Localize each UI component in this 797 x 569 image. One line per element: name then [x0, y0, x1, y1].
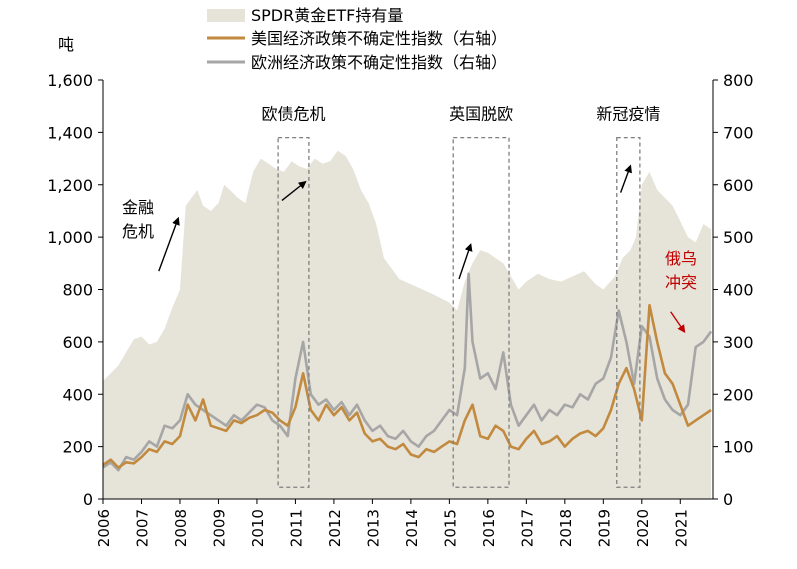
- left-tick-label: 1,600: [47, 71, 93, 90]
- x-tick-label: 2016: [480, 509, 498, 547]
- right-tick-label: 0: [723, 490, 733, 509]
- axes-layer: 0 200 400 600 800 1,000 1,200 1,400 1,600 吨 0 100 20…: [47, 35, 753, 547]
- legend-label: 美国经济政策不确定性指数（右轴）: [251, 29, 507, 48]
- event-label: 新冠疫情: [596, 105, 660, 124]
- legend-swatch-area: [207, 9, 245, 22]
- annotation-arrow: [619, 164, 632, 193]
- left-tick-label: 400: [62, 385, 93, 404]
- right-tick-label: 300: [723, 333, 754, 352]
- annotation-russia-ukraine: 俄乌: [665, 249, 697, 268]
- annotation-arrow: [281, 180, 307, 202]
- x-tick-label: 2011: [287, 509, 305, 547]
- left-tick-label: 600: [62, 333, 93, 352]
- etf-holdings-area: [103, 150, 712, 499]
- x-tick-label: 2008: [172, 509, 190, 547]
- annotation-financial-crisis: 金融: [122, 198, 154, 217]
- x-tick-label: 2020: [634, 509, 652, 547]
- left-tick-label: 1,400: [47, 123, 93, 142]
- annotation-arrow: [458, 243, 473, 280]
- right-tick-label: 100: [723, 438, 754, 457]
- x-tick-label: 2014: [403, 509, 421, 547]
- right-tick-label: 200: [723, 385, 754, 404]
- event-label: 欧债危机: [261, 105, 325, 124]
- x-tick-label: 2007: [133, 509, 151, 547]
- annotation-arrow: [158, 216, 180, 272]
- x-tick-label: 2009: [210, 509, 228, 547]
- x-tick-label: 2010: [249, 509, 267, 547]
- annotation-financial-crisis: 危机: [122, 222, 154, 241]
- right-tick-label: 700: [723, 123, 754, 142]
- event-boxes-layer: 欧债危机 英国脱欧 新冠疫情: [261, 105, 660, 488]
- x-tick-label: 2015: [441, 509, 459, 547]
- right-tick-label: 500: [723, 228, 754, 247]
- left-tick-label: 1,200: [47, 176, 93, 195]
- event-label: 英国脱欧: [449, 105, 513, 124]
- annotation-arrow: [670, 311, 686, 334]
- uncertainty-lines-layer: [102, 272, 713, 472]
- x-tick-label: 2019: [595, 509, 613, 547]
- right-tick-label: 400: [723, 281, 754, 300]
- legend-label: 欧洲经济政策不确定性指数（右轴）: [251, 53, 507, 72]
- legend-label: SPDR黄金ETF持有量: [251, 6, 403, 25]
- etf-holdings-area-layer: [103, 150, 712, 499]
- x-tick-label: 2006: [95, 509, 113, 547]
- us-uncertainty-line: [102, 303, 712, 469]
- left-tick-label: 0: [83, 490, 93, 509]
- right-tick-label: 800: [723, 71, 754, 90]
- event-box: [277, 136, 310, 488]
- x-tick-label: 2013: [364, 509, 382, 547]
- left-axis-unit: 吨: [58, 35, 74, 54]
- left-tick-label: 800: [62, 281, 93, 300]
- left-tick-label: 200: [62, 438, 93, 457]
- x-tick-label: 2012: [326, 509, 344, 547]
- x-tick-label: 2021: [672, 509, 690, 547]
- event-box: [616, 136, 641, 488]
- x-tick-label: 2018: [557, 509, 575, 547]
- x-tick-label: 2017: [518, 509, 536, 547]
- left-tick-label: 1,000: [47, 228, 93, 247]
- right-tick-label: 600: [723, 176, 754, 195]
- annotation-russia-ukraine: 冲突: [665, 273, 697, 292]
